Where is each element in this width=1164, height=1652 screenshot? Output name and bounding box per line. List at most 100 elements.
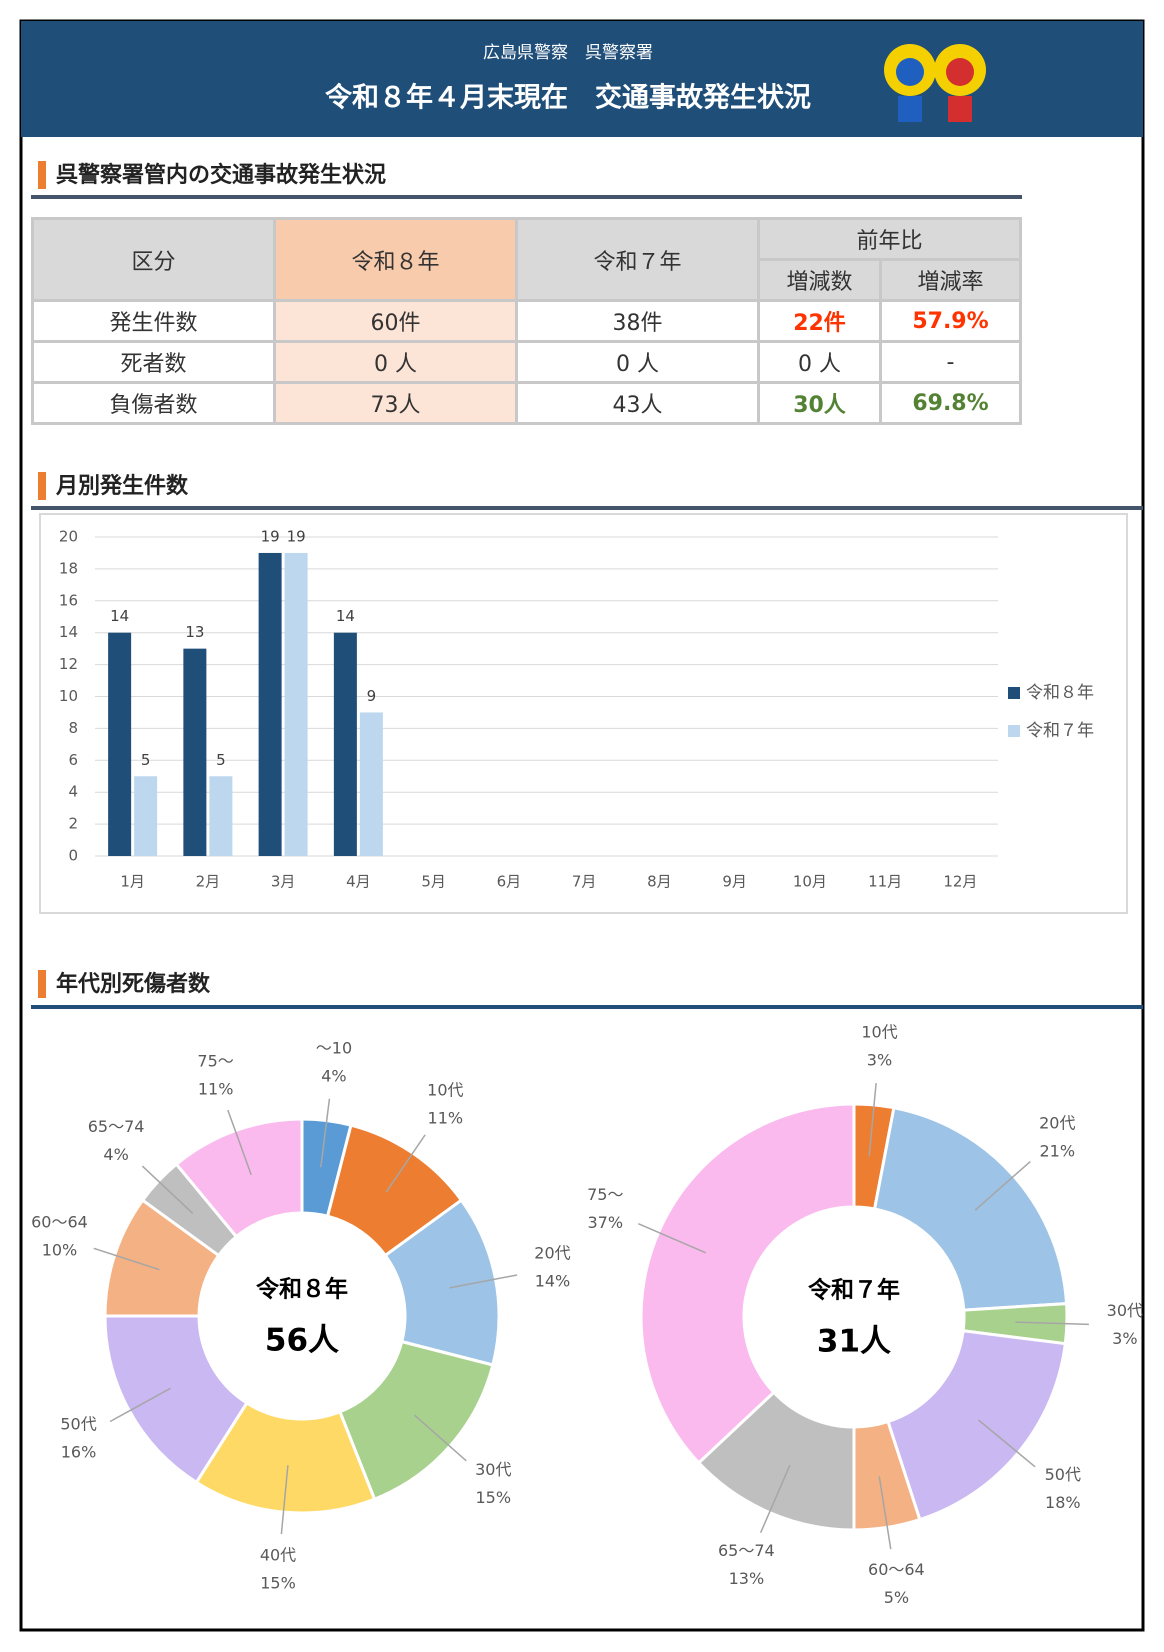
slice-label: 15% [475, 1488, 511, 1507]
header-subtitle: 広島県警察 呉警察署 [483, 43, 653, 63]
x-tick-label: 6月 [497, 873, 522, 891]
donut-center-value: 31人 [817, 1324, 891, 1360]
section-rule [31, 195, 1022, 199]
section-marker [38, 472, 46, 500]
section-rule [31, 506, 1143, 510]
slice-category: 40代 [260, 1545, 296, 1564]
bar [209, 776, 233, 856]
data-label: 5 [141, 751, 151, 769]
slice-category: ～10 [316, 1039, 352, 1058]
cell: 0 人 [515, 340, 760, 384]
data-label: 9 [367, 687, 377, 705]
y-tick-label: 14 [59, 623, 78, 641]
legend-swatch [1008, 725, 1020, 737]
slice-category: 20代 [1039, 1113, 1075, 1132]
y-tick-label: 16 [59, 591, 78, 609]
section-title: 月別発生件数 [55, 473, 189, 499]
slice-label: 14% [535, 1272, 571, 1291]
y-tick-label: 8 [68, 719, 78, 737]
donut-center-title: 令和８年 [256, 1276, 348, 1303]
cell: - [879, 340, 1022, 384]
slice-label: 4% [321, 1067, 346, 1086]
leader-line [141, 1165, 194, 1214]
cell: 69.8% [879, 381, 1022, 425]
donut-slice [872, 1106, 1069, 1312]
leader-line [638, 1222, 707, 1254]
y-tick-label: 12 [59, 655, 78, 673]
leader-line [974, 1161, 1031, 1211]
x-tick-label: 1月 [120, 873, 145, 891]
slice-label: 3% [1112, 1329, 1137, 1348]
header-cell: 区分 [31, 217, 276, 302]
bar [108, 632, 132, 856]
legend-label: 令和８年 [1026, 683, 1094, 703]
slice-category: 50代 [1045, 1465, 1081, 1484]
donut-slice [886, 1329, 1067, 1522]
leader-line [759, 1464, 791, 1533]
data-label: 5 [216, 751, 226, 769]
mascot [884, 44, 986, 122]
x-tick-label: 8月 [647, 873, 672, 891]
slice-label: 15% [260, 1573, 296, 1592]
slice-category: 75～ [197, 1052, 233, 1071]
cell: 73人 [273, 381, 518, 425]
slice-label: 16% [61, 1442, 97, 1461]
leader-line [977, 1419, 1036, 1468]
bar [359, 712, 383, 856]
section-marker [38, 970, 46, 998]
slice-label: 13% [729, 1569, 765, 1588]
section-title: 年代別死傷者数 [56, 971, 211, 997]
x-tick-label: 4月 [346, 873, 371, 891]
leader-line [414, 1414, 467, 1462]
leader-line [280, 1465, 289, 1535]
data-label: 14 [336, 607, 355, 625]
cell: 0 人 [757, 340, 882, 384]
leader-line [385, 1134, 426, 1193]
bar [258, 552, 282, 856]
data-label: 19 [287, 527, 306, 545]
y-tick-label: 20 [59, 528, 78, 546]
x-tick-label: 5月 [421, 873, 446, 891]
y-tick-label: 0 [68, 847, 78, 865]
leader-line [449, 1274, 518, 1289]
x-tick-label: 10月 [793, 873, 827, 891]
leader-line [878, 1476, 892, 1550]
slice-label: 18% [1045, 1493, 1081, 1512]
cell: 22件 [757, 299, 882, 343]
leader-line [320, 1098, 331, 1168]
slice-category: 65～74 [718, 1541, 775, 1560]
slice-label: 3% [867, 1051, 892, 1070]
bar [134, 776, 158, 856]
summary-table: 区分 令和８年 令和７年 前年比 増減数 増減率 発生件数 60件 38件 22… [31, 217, 1022, 425]
slice-category: 60～64 [868, 1560, 925, 1579]
y-tick-label: 18 [59, 559, 78, 577]
cell: 38件 [515, 299, 760, 343]
donut-center-value: 56人 [265, 1323, 339, 1359]
section-title: 呉警察署管内の交通事故発生状況 [56, 162, 386, 188]
slice-category: 65～74 [88, 1117, 145, 1136]
section-rule [31, 1005, 1143, 1009]
slice-label: 11% [198, 1080, 234, 1099]
slice-label: 10% [42, 1241, 78, 1260]
y-tick-label: 2 [68, 815, 78, 833]
leader-line [1015, 1321, 1089, 1326]
leader-line [868, 1082, 877, 1157]
cell: 0 人 [273, 340, 518, 384]
slice-label: 5% [884, 1588, 909, 1607]
donut-slice [174, 1117, 304, 1239]
x-tick-label: 12月 [943, 873, 977, 891]
cell: 57.9% [879, 299, 1022, 343]
leader-line [227, 1109, 252, 1176]
y-tick-label: 4 [68, 783, 78, 801]
y-tick-label: 10 [59, 687, 78, 705]
y-tick-label: 6 [68, 751, 78, 769]
slice-label: 11% [428, 1109, 464, 1128]
header-cell: 増減数 [757, 258, 882, 302]
cell: 発生件数 [31, 299, 276, 343]
donut-center-title: 令和７年 [808, 1277, 900, 1304]
slice-category: 20代 [534, 1244, 570, 1263]
header-cell: 令和８年 [273, 217, 518, 302]
x-tick-label: 2月 [196, 873, 221, 891]
chart-frame [39, 513, 1128, 914]
